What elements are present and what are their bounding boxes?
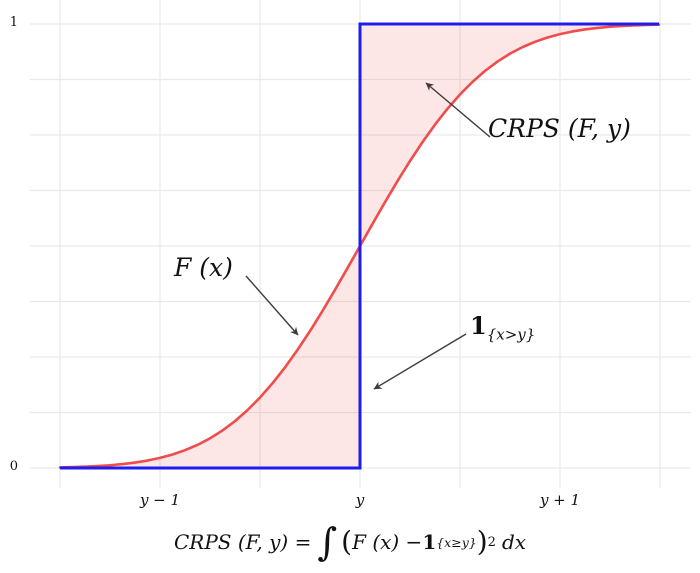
caption-dx: dx (501, 530, 527, 554)
caption-subscript: {x≥y} (436, 534, 477, 550)
x-tick-y-minus-1: y − 1 (139, 491, 181, 509)
caption-one: 1 (422, 530, 437, 554)
caption-exponent: 2 (487, 534, 496, 550)
fx-annotation-label: F (x) (174, 253, 233, 282)
y-tick-1: 1 (9, 15, 18, 30)
x-tick-y: y (355, 491, 365, 509)
annotation-arrows (245, 82, 491, 390)
integral-sign: ∫ (317, 520, 338, 564)
crps-annotation-label: CRPS (F, y) (488, 114, 631, 143)
caption-lhs: CRPS (F, y) = (173, 530, 312, 554)
y-tick-0: 0 (9, 459, 18, 474)
caption-lparen: ( (341, 525, 353, 558)
caption-formula: CRPS (F, y) = ∫ ( F (x) − 1 {x≥y} ) 2 dx (0, 514, 700, 570)
indicator-one: 1 (470, 311, 487, 340)
caption-body: F (x) − (352, 530, 423, 554)
indicator-subscript: {x>y} (486, 325, 536, 344)
indicator-annotation-label: 1{x>y} (470, 311, 535, 343)
x-tick-y-plus-1: y + 1 (539, 491, 581, 509)
caption-rparen: ) (476, 525, 488, 558)
indicator-step-line (60, 22, 659, 470)
